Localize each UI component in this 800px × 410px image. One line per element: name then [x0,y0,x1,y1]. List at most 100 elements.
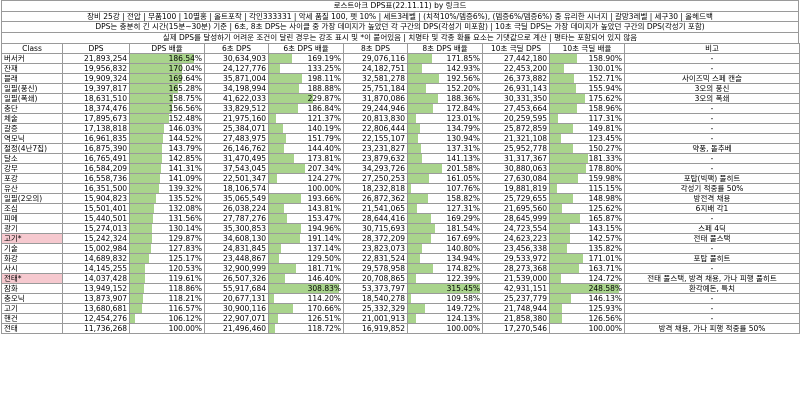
cell-dps10: 21,321,108 [482,132,550,144]
cell-note: - [624,102,800,114]
ratio-bar [269,264,297,273]
cell-dps8-ratio: 141.13% [407,152,483,164]
ratio-bar [408,294,412,303]
cell-dps10-ratio: 125.93% [549,302,625,314]
ratio-bar [130,284,144,293]
cell-dps8: 28,372,209 [343,232,408,244]
ratio-bar [269,104,299,113]
ratio-value: 130.01% [588,63,622,73]
cell-dps10-ratio: 123.45% [549,132,625,144]
cell-dps8-ratio: 167.69% [407,232,483,244]
cell-dps: 15,274,013 [62,222,130,234]
cell-note: - [624,292,800,304]
ratio-value: 144.52% [168,133,202,143]
ratio-bar [130,264,146,273]
ratio-bar [130,214,154,223]
cell-class: 기술 [1,242,63,254]
header-row: Class DPS DPS 배율 6초 DPS 6초 DPS 배율 8초 DPS… [1,42,800,54]
ratio-value: 201.58% [446,163,480,173]
ratio-value: 142.93% [446,63,480,73]
ratio-bar [130,224,153,233]
table-row: 화강 14,689,832 125.17% 23,448,867 129.50% 22,8… [1,252,800,264]
cell-note: - [624,302,800,314]
table-row: 고기* 15,242,324 129.87% 34,608,130 191.14% 28,… [1,232,800,244]
ratio-bar [269,324,276,333]
cell-dps: 16,584,209 [62,162,130,174]
cell-dps10: 21,695,560 [482,202,550,214]
ratio-bar [408,154,422,163]
cell-dps10: 27,453,664 [482,102,550,114]
ratio-value: 193.66% [307,193,341,203]
cell-dps10-ratio: 100.00% [549,322,625,334]
ratio-bar [269,114,277,123]
cell-dps8-ratio: 161.05% [407,172,483,184]
table-row: 일필(폭쇄) 18,631,510 158.75% 41,622,033 229.87%… [1,92,800,104]
ratio-value: 116.57% [168,303,202,313]
ratio-bar [408,64,423,73]
ratio-bar [550,64,564,73]
ratio-value: 126.51% [307,313,341,323]
cell-dps8: 21,001,913 [343,312,408,324]
ratio-value: 133.25% [307,63,341,73]
cell-dps-ratio: 120.53% [129,262,205,274]
ratio-bar [130,174,161,183]
cell-dps: 18,374,476 [62,102,130,114]
cell-note: 환각예돈, 특치 [624,282,800,294]
cell-dps8-ratio: 100.00% [407,322,483,334]
cell-note: 3오의 폭쇄 [624,92,800,104]
cell-dps8: 23,879,632 [343,152,408,164]
cell-dps8: 20,813,830 [343,112,408,124]
ratio-value: 140.19% [307,123,341,133]
ratio-bar [269,94,313,103]
ratio-bar [269,254,279,263]
cell-dps10-ratio: 158.96% [549,102,625,114]
ratio-bar [550,124,574,133]
cell-dps6: 37,543,045 [204,162,269,174]
cell-dps6-ratio: 153.47% [268,212,344,224]
cell-dps10-ratio: 158.90% [549,52,625,64]
ratio-bar [130,54,195,63]
ratio-value: 152.20% [446,83,480,93]
ratio-bar [130,114,169,123]
ratio-value: 163.71% [588,263,622,273]
cell-dps10: 25,872,859 [482,122,550,134]
cell-dps6-ratio: 100.00% [268,182,344,194]
sheet-title: 로스트아크 DPS표(22.11.11) by 링크드 [1,0,799,11]
cell-dps-ratio: 158.75% [129,92,205,104]
ratio-value: 143.79% [168,143,202,153]
cell-dps8: 22,806,444 [343,122,408,134]
ratio-bar [550,94,585,103]
ratio-bar [130,154,162,163]
cell-dps6: 41,622,033 [204,92,269,104]
cell-dps10-ratio: 143.15% [549,222,625,234]
table-row: 포강 16,558,736 141.09% 22,501,347 124.27% 27,2… [1,172,800,184]
ratio-value: 124.72% [588,273,622,283]
cell-dps10: 31,317,367 [482,152,550,164]
cell-dps10-ratio: 175.62% [549,92,625,104]
col-dps-ratio: DPS 배율 [129,42,205,54]
cell-class: 잔재 [1,62,63,74]
ratio-value: 119.61% [168,273,202,283]
cell-dps6-ratio: 143.81% [268,202,344,214]
cell-dps6-ratio: 151.79% [268,132,344,144]
cell-note: - [624,312,800,324]
ratio-value: 139.32% [168,183,202,193]
cell-dps10-ratio: 155.94% [549,82,625,94]
table-row: 전태* 14,037,428 119.61% 26,507,326 146.40% 20,… [1,272,800,284]
ratio-bar [550,104,578,113]
ratio-value: 152.48% [168,113,202,123]
ratio-bar [269,84,299,93]
ratio-bar [550,84,576,93]
ratio-value: 198.11% [307,73,341,83]
cell-dps6-ratio: 121.37% [268,112,344,124]
table-row: 유산 16,351,500 139.32% 18,106,574 100.00% 18,2… [1,182,800,194]
cell-dps10: 28,273,368 [482,262,550,274]
ratio-bar [550,194,573,203]
ratio-value: 137.14% [307,243,341,253]
ratio-value: 143.15% [588,223,622,233]
cell-dps10-ratio: 152.71% [549,72,625,84]
cell-class: 일필(2오의) [1,192,63,204]
ratio-value: 165.28% [168,83,202,93]
cell-dps-ratio: 156.56% [129,102,205,114]
cell-dps8: 29,076,116 [343,52,408,64]
